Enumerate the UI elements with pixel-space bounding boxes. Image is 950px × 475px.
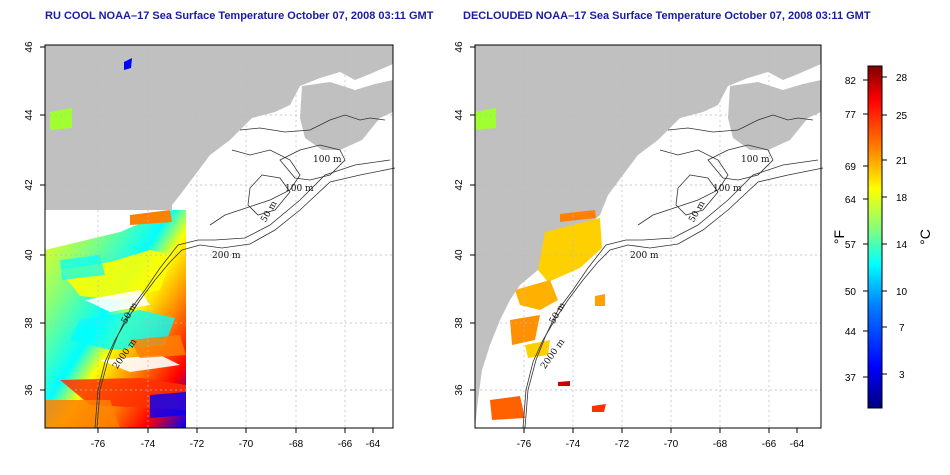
x-tick-label: -64 (790, 439, 805, 450)
x-tick-label: -72 (190, 439, 205, 450)
x-tick-label: -70 (239, 439, 254, 450)
y-tick-label: 36 (454, 384, 465, 396)
x-axis: -76 -74 -72 -70 -68 -66 -64 (517, 428, 805, 450)
map-title-declouded: DECLOUDED NOAA–17 Sea Surface Temperatur… (463, 10, 871, 22)
land-mass (475, 45, 821, 428)
contour-label: 100 m (741, 155, 770, 165)
x-tick-label: -68 (289, 439, 304, 450)
celsius-tick-label: 18 (896, 193, 908, 204)
y-tick-label: 46 (454, 41, 465, 53)
x-tick-label: -74 (566, 439, 581, 450)
celsius-tick-label: 14 (896, 240, 908, 251)
fahrenheit-tick-label: 77 (845, 110, 857, 121)
x-tick-label: -66 (338, 439, 353, 450)
contour-label: 200 m (212, 251, 241, 261)
fahrenheit-tick-label: 57 (845, 240, 857, 251)
fahrenheit-tick-label: 50 (845, 287, 857, 298)
celsius-tick-label: 21 (896, 156, 908, 167)
x-tick-label: -70 (664, 439, 679, 450)
graticule (475, 45, 821, 428)
map-title-raw: RU COOL NOAA–17 Sea Surface Temperature … (45, 10, 434, 22)
x-tick-label: -64 (366, 439, 381, 450)
sst-patches (475, 108, 606, 420)
bathymetry-contours (94, 114, 396, 429)
fahrenheit-tick-label: 69 (845, 162, 857, 173)
graticule (45, 45, 393, 428)
sst-map-declouded: 100 m 100 m 50 m 200 m 50 m 2000 m -76 -… (454, 41, 824, 450)
fahrenheit-tick-label: 64 (845, 195, 857, 206)
map-frame (474, 44, 822, 429)
contour-label: 100 m (285, 184, 314, 194)
x-tick-label: -72 (615, 439, 630, 450)
temperature-colorbar: 82 77 69 64 57 50 44 37 28 25 21 18 14 1… (831, 65, 933, 409)
y-axis: 36 38 40 42 44 46 (24, 41, 45, 396)
y-tick-label: 42 (454, 179, 465, 191)
fahrenheit-tick-label: 37 (845, 373, 857, 384)
x-tick-label: -66 (762, 439, 777, 450)
sst-map-raw: 100 m 100 m 50 m 200 m 50 m 2000 m -76 -… (24, 41, 396, 450)
sst-swath (45, 58, 186, 428)
x-axis: -76 -74 -72 -70 -68 -66 -64 (91, 428, 381, 450)
x-tick-label: -76 (91, 439, 106, 450)
celsius-tick-label: 25 (896, 111, 908, 122)
y-tick-label: 40 (24, 249, 35, 261)
y-tick-label: 46 (24, 41, 35, 53)
y-tick-label: 40 (454, 249, 465, 261)
x-tick-label: -74 (141, 439, 156, 450)
bathymetry-contours (522, 114, 824, 429)
x-tick-label: -68 (713, 439, 728, 450)
map-frame (44, 44, 394, 429)
x-tick-label: -76 (517, 439, 532, 450)
fahrenheit-tick-label: 44 (845, 327, 857, 338)
fahrenheit-unit-label: °F (831, 230, 847, 244)
celsius-tick-label: 3 (899, 370, 905, 381)
y-tick-label: 38 (24, 317, 35, 329)
colorbar-gradient (867, 65, 883, 409)
fahrenheit-ticks: 82 77 69 64 57 50 44 37 (845, 76, 868, 384)
celsius-tick-label: 28 (896, 73, 908, 84)
contour-label: 100 m (313, 155, 342, 165)
y-axis: 36 38 40 42 44 46 (454, 41, 475, 396)
y-tick-label: 44 (24, 109, 35, 121)
celsius-tick-label: 10 (896, 287, 908, 298)
y-tick-label: 36 (24, 384, 35, 396)
contour-label: 100 m (713, 184, 742, 194)
contour-label: 200 m (630, 251, 659, 261)
y-tick-label: 38 (454, 317, 465, 329)
celsius-ticks: 28 25 21 18 14 10 7 3 (882, 73, 908, 381)
y-tick-label: 44 (454, 109, 465, 121)
fahrenheit-tick-label: 82 (845, 76, 857, 87)
celsius-tick-label: 7 (899, 323, 905, 334)
celsius-unit-label: °C (917, 229, 933, 245)
y-tick-label: 42 (24, 179, 35, 191)
